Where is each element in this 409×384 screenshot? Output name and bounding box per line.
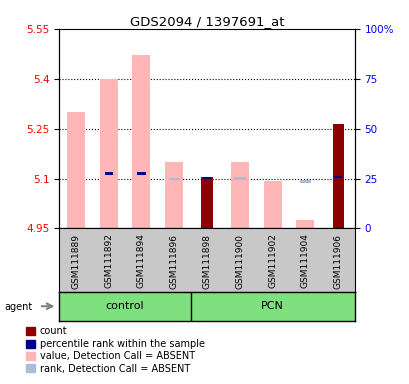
Text: GSM111898: GSM111898 (202, 233, 211, 288)
Bar (67, 112, 85, 228)
Bar (296, 220, 314, 228)
Bar (132, 55, 150, 228)
Bar (333, 176, 342, 178)
Bar (234, 177, 245, 180)
Bar (99, 79, 117, 228)
Legend: count, percentile rank within the sample, value, Detection Call = ABSENT, rank, : count, percentile rank within the sample… (25, 326, 205, 375)
Text: GSM111889: GSM111889 (71, 233, 80, 288)
Text: agent: agent (4, 302, 32, 312)
Bar (165, 162, 183, 228)
Bar (202, 177, 211, 179)
Text: GSM111906: GSM111906 (333, 233, 342, 288)
Bar (104, 172, 112, 175)
Bar (263, 181, 281, 228)
Title: GDS2094 / 1397691_at: GDS2094 / 1397691_at (130, 15, 283, 28)
Bar (201, 177, 212, 228)
Text: GSM111896: GSM111896 (169, 233, 178, 288)
Text: GSM111894: GSM111894 (137, 233, 146, 288)
Text: PCN: PCN (261, 301, 283, 311)
Bar (332, 124, 343, 228)
Bar (230, 162, 248, 228)
Bar (168, 178, 180, 180)
Text: control: control (106, 301, 144, 311)
Text: GSM111892: GSM111892 (104, 233, 113, 288)
Text: GSM111902: GSM111902 (267, 233, 276, 288)
Text: GSM111904: GSM111904 (300, 233, 309, 288)
Bar (299, 180, 310, 182)
Text: GSM111900: GSM111900 (235, 233, 244, 288)
Bar (137, 172, 145, 175)
